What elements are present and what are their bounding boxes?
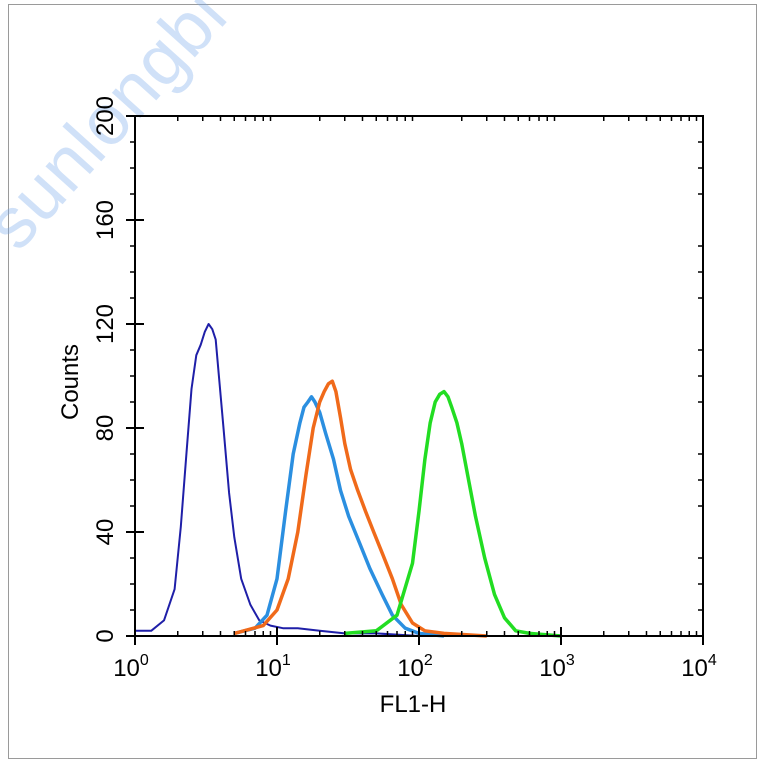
x-tick-label: 101 bbox=[255, 652, 291, 682]
y-tick-label: 120 bbox=[92, 304, 119, 344]
x-axis-label: FL1-H bbox=[380, 691, 447, 718]
y-tick-label: 200 bbox=[92, 96, 119, 136]
axis-layer: 100 101 102 103 104 0 40 80 120 160 200 bbox=[92, 96, 717, 682]
y-tick-label: 0 bbox=[92, 629, 119, 642]
y-tick-label: 40 bbox=[92, 519, 119, 546]
x-tick-label: 102 bbox=[397, 652, 433, 682]
series-layer bbox=[135, 323, 562, 638]
y-axis-label: Counts bbox=[57, 344, 84, 420]
x-tick-label: 100 bbox=[113, 652, 149, 682]
x-tick-label: 103 bbox=[539, 652, 575, 682]
x-tick-label: 104 bbox=[681, 652, 717, 682]
series-line-2 bbox=[233, 395, 445, 638]
series-line-4 bbox=[344, 389, 562, 638]
y-tick-label: 80 bbox=[92, 415, 119, 442]
series-line-1 bbox=[135, 323, 420, 637]
plot-area-border bbox=[134, 115, 704, 637]
y-tick-label: 160 bbox=[92, 200, 119, 240]
